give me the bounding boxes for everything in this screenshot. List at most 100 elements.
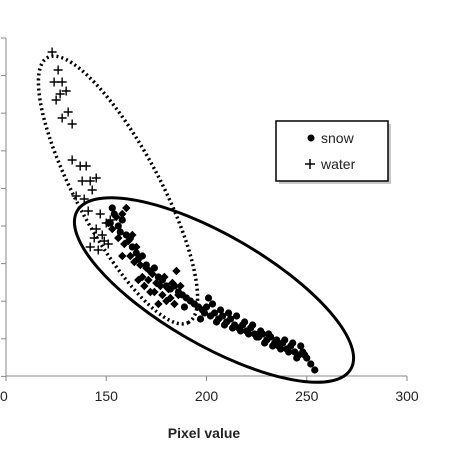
legend-label-snow: snow (321, 130, 355, 146)
water-point (57, 77, 67, 87)
snow-point (281, 336, 289, 344)
mixed-point (148, 269, 157, 279)
mixed-point (112, 212, 121, 222)
mixed-point (168, 278, 177, 288)
y-axis-ticks (1, 37, 6, 377)
snow-point (216, 306, 225, 314)
mixed-point (108, 224, 117, 234)
mixed-point (130, 257, 139, 267)
snow-point (293, 354, 301, 362)
water-point (57, 113, 67, 123)
data-points (47, 47, 319, 374)
water-point (71, 191, 81, 201)
water-point (83, 206, 93, 216)
water-point (49, 77, 59, 87)
mixed-point (176, 281, 185, 291)
x-tick-label: 200 (195, 388, 219, 404)
legend-box (275, 120, 389, 182)
x-tick-label: 250 (295, 388, 319, 404)
water-point (81, 161, 91, 171)
snow-point (285, 348, 293, 356)
snow-point (265, 330, 273, 338)
water-point (55, 89, 65, 99)
snow-point (108, 204, 116, 212)
snow-point (277, 345, 285, 353)
mixed-point (142, 263, 151, 273)
snow-point (245, 330, 253, 338)
mixed-point (120, 239, 129, 249)
mixed-point (132, 242, 141, 252)
mixed-point (104, 218, 113, 228)
snow-point (208, 300, 217, 308)
snow-point (232, 312, 241, 320)
water-point (85, 242, 95, 252)
snow-point (236, 327, 245, 335)
mixed-point (158, 290, 167, 300)
snow-point (212, 318, 221, 326)
snow-point (180, 303, 189, 311)
snow-point (204, 294, 213, 302)
water-point (95, 209, 105, 219)
x-tick-label: 300 (395, 388, 419, 404)
water-point (91, 224, 101, 234)
snow-cluster-ellipse (72, 196, 356, 384)
mixed-point (118, 209, 127, 219)
legend-plus-icon (305, 159, 315, 169)
snow-point (228, 324, 237, 332)
snow-point (297, 342, 305, 350)
snow-point (301, 351, 309, 359)
water-point (79, 194, 89, 204)
snow-point (210, 309, 219, 317)
mixed-point (156, 281, 165, 291)
water-point (67, 155, 77, 165)
water-point (89, 233, 99, 243)
water-point (93, 245, 103, 255)
snow-point (116, 228, 124, 236)
snow-point (200, 309, 209, 317)
mixed-point (174, 290, 183, 300)
snow-point (273, 336, 281, 344)
water-point (67, 119, 77, 129)
mixed-point (160, 272, 169, 282)
water-point (63, 107, 73, 117)
x-axis-ticks: 00 150 200 250 300 (0, 376, 419, 404)
water-point (91, 173, 101, 183)
legend-dot-icon (307, 134, 315, 142)
snow-point (269, 342, 277, 350)
snow-point (118, 216, 126, 224)
mixed-point (118, 251, 127, 261)
legend-label-water: water (320, 156, 356, 172)
water-point (103, 239, 113, 249)
snow-point (307, 360, 315, 368)
mixed-point (144, 275, 153, 285)
snow-point (257, 327, 265, 335)
snow-point (311, 366, 319, 374)
water-point (47, 47, 57, 57)
mixed-point (124, 236, 133, 246)
snow-point (289, 339, 297, 347)
snow-point (202, 303, 211, 311)
snow-point (196, 315, 205, 323)
water-cluster-ellipse (36, 54, 200, 326)
water-point (61, 86, 71, 96)
water-point (53, 65, 63, 75)
mixed-point (164, 284, 173, 294)
mixed-point (162, 296, 171, 306)
water-point (85, 176, 95, 186)
snow-point (240, 318, 249, 326)
snow-point (261, 339, 269, 347)
snow-point (114, 222, 122, 230)
snow-point (138, 252, 146, 260)
mixed-point (114, 233, 123, 243)
mixed-point (128, 230, 137, 240)
mixed-point (140, 281, 149, 291)
x-tick-label: 00 (0, 388, 8, 404)
snow-point (249, 321, 257, 329)
water-point (77, 176, 87, 186)
snow-point (132, 249, 140, 257)
snow-point (253, 333, 261, 341)
snow-point (220, 321, 229, 329)
mixed-point (154, 299, 163, 309)
water-point (51, 95, 61, 105)
